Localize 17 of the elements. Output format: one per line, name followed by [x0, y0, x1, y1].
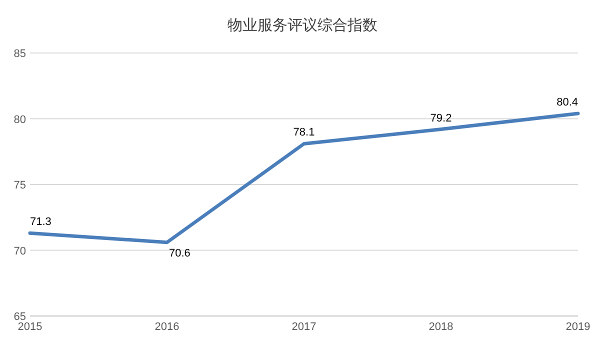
x-tick-label: 2019 [566, 321, 590, 333]
data-label: 71.3 [30, 216, 52, 228]
y-tick-label: 80 [14, 114, 26, 126]
x-tick-label: 2017 [292, 321, 316, 333]
x-tick-label: 2016 [154, 321, 180, 333]
y-tick-label: 75 [14, 180, 26, 192]
data-label: 70.6 [169, 247, 190, 260]
y-tick-label: 70 [14, 245, 26, 258]
x-tick-label: 2015 [18, 321, 42, 333]
data-label: 80.4 [556, 96, 578, 108]
chart-title: 物业服务评议综合指数 [228, 17, 378, 34]
data-label: 78.1 [293, 126, 315, 139]
data-label: 79.2 [430, 112, 452, 124]
y-tick-label: 85 [14, 48, 26, 60]
x-tick-label: 2018 [428, 321, 454, 333]
y-tick-label: 65 [14, 311, 26, 323]
line-series [28, 112, 580, 244]
